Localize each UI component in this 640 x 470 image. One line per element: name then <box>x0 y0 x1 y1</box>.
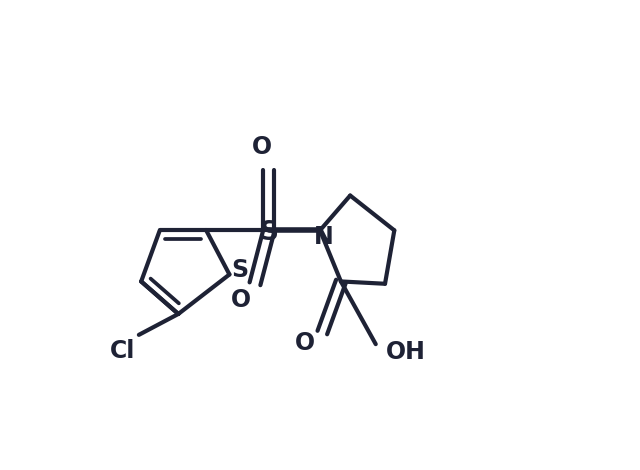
Text: OH: OH <box>386 340 426 364</box>
Text: O: O <box>231 288 251 312</box>
Text: Cl: Cl <box>110 339 135 363</box>
Text: O: O <box>295 331 316 355</box>
Text: N: N <box>314 225 333 249</box>
Text: S: S <box>231 258 248 282</box>
Text: O: O <box>252 135 272 159</box>
Text: S: S <box>259 219 278 246</box>
